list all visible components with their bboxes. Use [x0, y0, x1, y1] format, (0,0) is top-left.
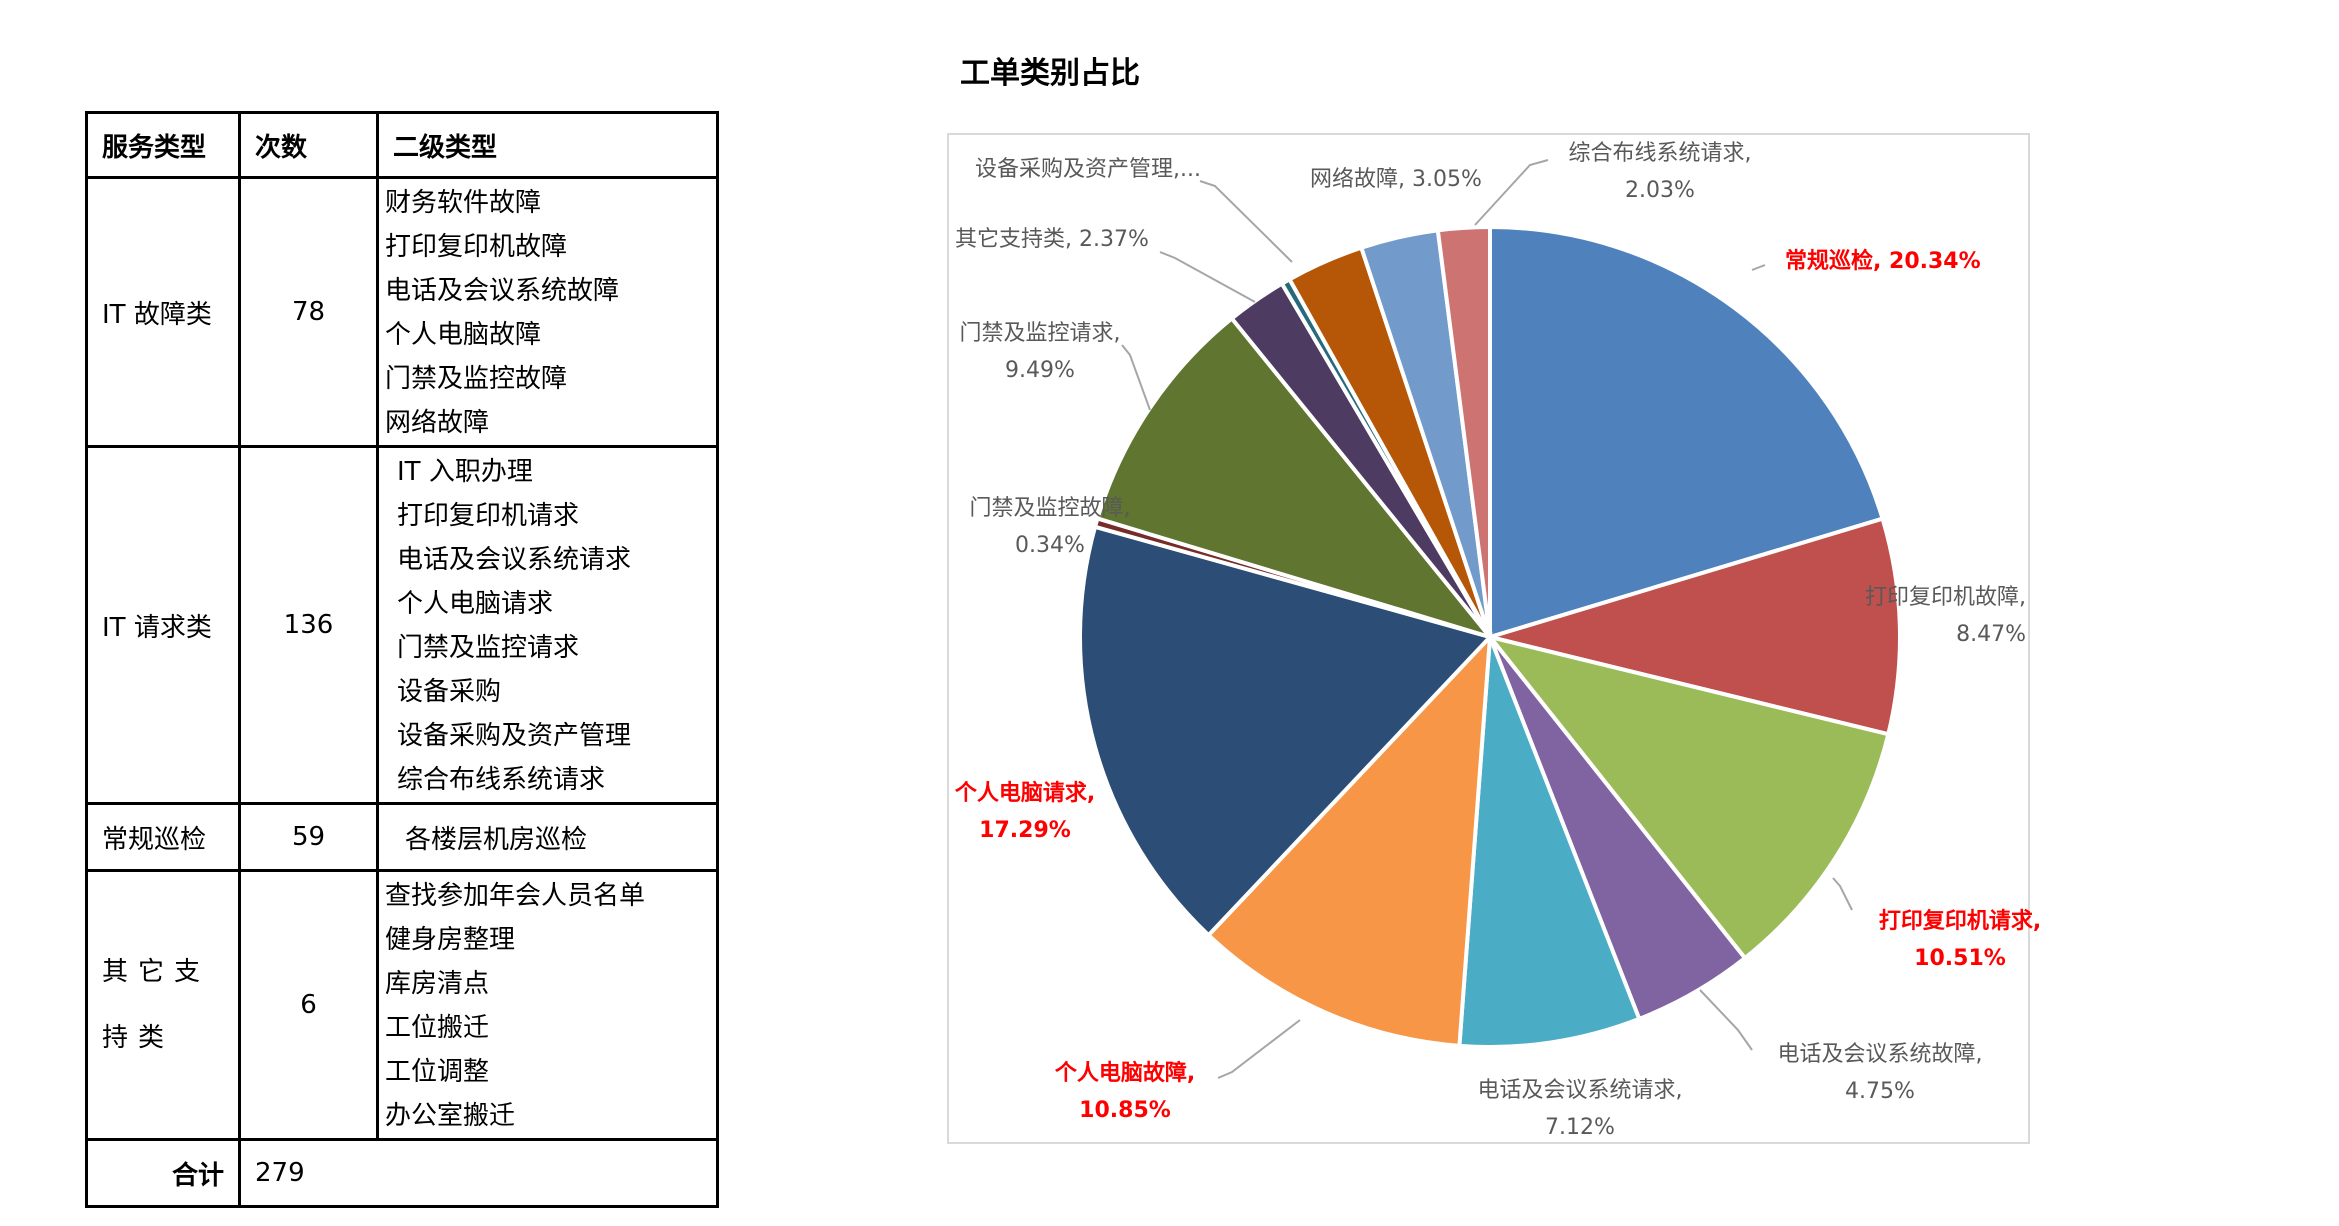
header-subtype: 二级类型	[376, 111, 719, 179]
table-row: 常规巡检 59 各楼层机房巡检	[85, 802, 719, 872]
total-value: 279	[238, 1138, 719, 1208]
table-header-row: 服务类型 次数 二级类型	[85, 111, 719, 179]
subtype-item: 办公室搬迁	[385, 1101, 516, 1131]
subtype-item: 门禁及监控故障	[385, 364, 568, 394]
row-service-type: 常规巡检	[85, 802, 241, 872]
subtype-item: 设备采购	[397, 677, 502, 707]
row-service-type: IT 故障类	[85, 176, 241, 448]
row-subtypes: 查找参加年会人员名单 健身房整理 库房清点 工位搬迁 工位调整 办公室搬迁	[376, 869, 719, 1141]
subtype-item: 健身房整理	[385, 925, 516, 955]
chart-title: 工单类别占比	[960, 56, 1140, 91]
table-row: IT 请求类 136 IT 入职办理 打印复印机请求 电话及会议系统请求 个人电…	[85, 445, 719, 805]
subtype-item: IT 入职办理	[397, 457, 533, 487]
subtype-item: 工位调整	[385, 1057, 490, 1087]
subtype-item: 网络故障	[385, 408, 490, 438]
subtype-item: 综合布线系统请求	[397, 765, 606, 795]
service-type-table: 服务类型 次数 二级类型 IT 故障类 78 财务软件故障 打印复印机故障 电话…	[85, 111, 719, 1208]
chart-area-frame	[947, 133, 2030, 1144]
subtype-item: 设备采购及资产管理	[397, 721, 632, 751]
row-count: 136	[238, 445, 379, 805]
total-label: 合计	[85, 1138, 241, 1208]
row-subtypes: 财务软件故障 打印复印机故障 电话及会议系统故障 个人电脑故障 门禁及监控故障 …	[376, 176, 719, 448]
row-service-type: 其它支持类	[85, 869, 241, 1141]
row-count: 59	[238, 802, 379, 872]
header-service-type: 服务类型	[85, 111, 241, 179]
subtype-item: 打印复印机请求	[397, 501, 580, 531]
subtype-item: 电话及会议系统请求	[397, 545, 632, 575]
row-count: 78	[238, 176, 379, 448]
subtype-item: 个人电脑请求	[397, 589, 554, 619]
subtype-item: 工位搬迁	[385, 1013, 490, 1043]
subtype-item: 财务软件故障	[385, 188, 542, 218]
subtype-item: 库房清点	[385, 969, 490, 999]
header-count: 次数	[238, 111, 379, 179]
row-count: 6	[238, 869, 379, 1141]
table-row: IT 故障类 78 财务软件故障 打印复印机故障 电话及会议系统故障 个人电脑故…	[85, 176, 719, 448]
subtype-item: 各楼层机房巡检	[405, 824, 588, 855]
row-subtypes: IT 入职办理 打印复印机请求 电话及会议系统请求 个人电脑请求 门禁及监控请求…	[376, 445, 719, 805]
row-subtypes: 各楼层机房巡检	[376, 802, 719, 872]
table-total-row: 合计 279	[85, 1138, 719, 1208]
subtype-item: 门禁及监控请求	[397, 633, 580, 663]
subtype-item: 个人电脑故障	[385, 320, 542, 350]
subtype-item: 打印复印机故障	[385, 232, 568, 262]
subtype-item: 查找参加年会人员名单	[385, 881, 646, 911]
table-row: 其它支持类 6 查找参加年会人员名单 健身房整理 库房清点 工位搬迁 工位调整 …	[85, 869, 719, 1141]
row-service-type: IT 请求类	[85, 445, 241, 805]
subtype-item: 电话及会议系统故障	[385, 276, 620, 306]
